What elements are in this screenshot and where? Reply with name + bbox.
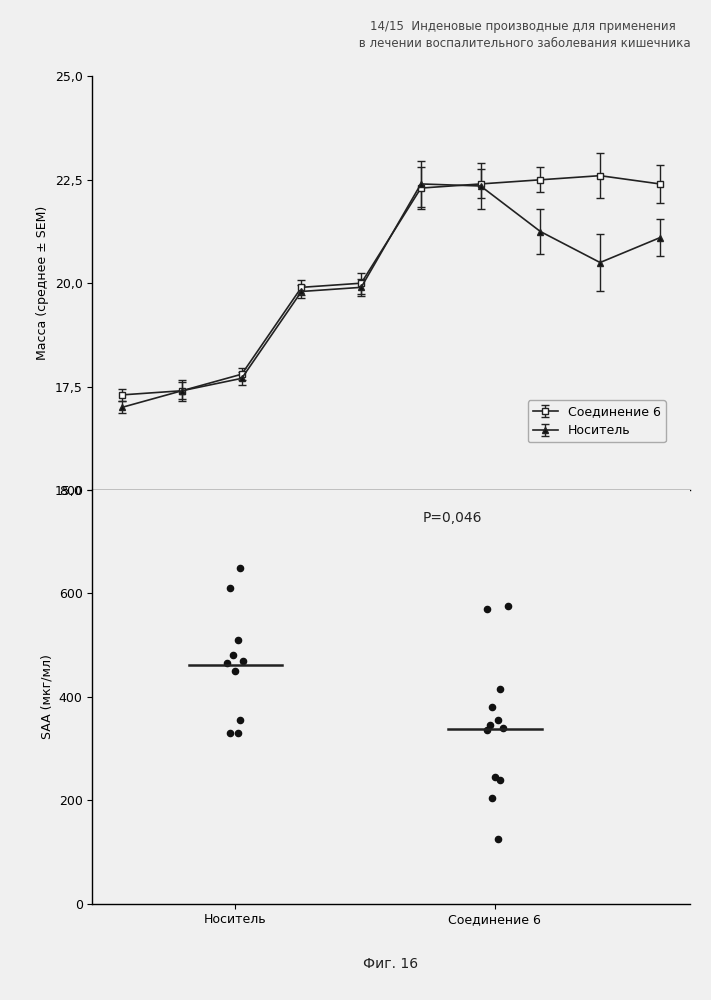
Text: Фиг. 16: Фиг. 16 bbox=[363, 957, 419, 971]
Point bbox=[235, 712, 246, 728]
Point bbox=[489, 769, 501, 785]
Point bbox=[497, 720, 508, 736]
X-axis label: Недели: Недели bbox=[363, 518, 419, 532]
Point bbox=[222, 655, 233, 671]
Point bbox=[230, 663, 241, 679]
Text: P=0,046: P=0,046 bbox=[422, 511, 482, 525]
Text: Фиг. 15: Фиг. 15 bbox=[363, 556, 419, 570]
Point bbox=[232, 725, 244, 741]
Point bbox=[492, 712, 503, 728]
Legend: Соединение 6, Носитель: Соединение 6, Носитель bbox=[528, 400, 665, 442]
Y-axis label: Масса (среднее ± SEM): Масса (среднее ± SEM) bbox=[36, 206, 49, 360]
Text: 14/15  Инденовые производные для применения
 в лечении воспалительного заболеван: 14/15 Инденовые производные для применен… bbox=[355, 20, 690, 50]
Point bbox=[486, 790, 498, 806]
Point bbox=[225, 725, 236, 741]
Point bbox=[225, 580, 236, 596]
Point bbox=[502, 598, 513, 614]
Point bbox=[484, 717, 496, 733]
Point bbox=[481, 722, 493, 738]
Point bbox=[494, 772, 506, 788]
Point bbox=[481, 601, 493, 617]
Point bbox=[235, 560, 246, 576]
Y-axis label: SAA (мкг/мл): SAA (мкг/мл) bbox=[40, 654, 53, 739]
Point bbox=[492, 831, 503, 847]
Point bbox=[494, 681, 506, 697]
Point bbox=[232, 632, 244, 648]
Point bbox=[237, 653, 249, 669]
Point bbox=[227, 647, 238, 663]
Point bbox=[486, 699, 498, 715]
